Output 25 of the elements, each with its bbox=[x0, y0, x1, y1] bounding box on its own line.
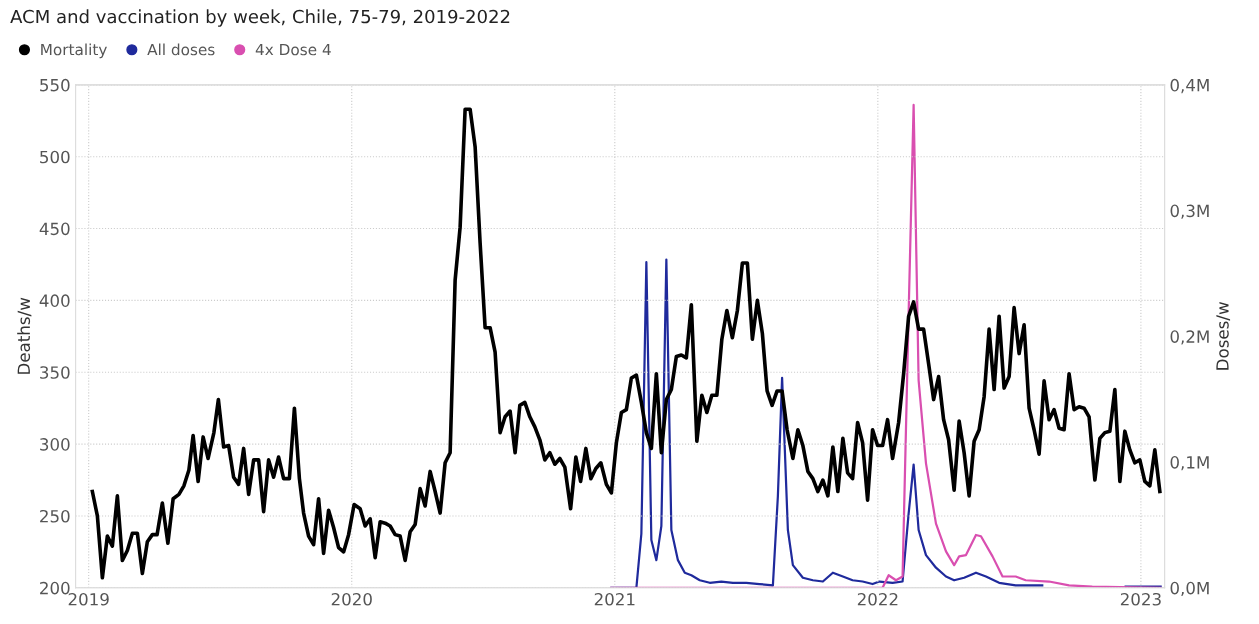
y2-tick-label: 0,2M bbox=[1170, 330, 1209, 345]
y2-tick-label: 0,0M bbox=[1170, 581, 1209, 597]
y-axis-title: Deaths/w bbox=[17, 297, 32, 374]
legend-label: 4x Dose 4 bbox=[255, 43, 331, 56]
y2-tick-label: 0,1M bbox=[1170, 456, 1209, 471]
line-series bbox=[90, 107, 1162, 580]
x-tick-label: 2021 bbox=[594, 592, 635, 606]
x-tick-label: 2023 bbox=[1120, 592, 1161, 606]
y-tick-label: 350 bbox=[40, 366, 70, 379]
x-tick-label: 2020 bbox=[331, 592, 372, 606]
legend-label: All doses bbox=[147, 43, 215, 56]
y2-tick-label: 0,3M bbox=[1170, 204, 1209, 219]
y-tick-label: 200 bbox=[40, 581, 70, 595]
chart-title: ACM and vaccination by week, Chile, 75-79, 2019-2022 bbox=[10, 9, 510, 27]
x-tick-label: 2019 bbox=[68, 592, 109, 606]
x-tick-label: 2022 bbox=[857, 592, 898, 606]
y-tick-label: 400 bbox=[39, 294, 70, 307]
y-tick-label: 250 bbox=[40, 509, 70, 523]
y-tick-label: 550 bbox=[40, 78, 70, 92]
y2-tick-label: 0,4M bbox=[1170, 78, 1209, 94]
legend-label: Mortality bbox=[41, 43, 107, 59]
y-tick-label: 450 bbox=[39, 222, 70, 236]
y-tick-label: 300 bbox=[40, 438, 70, 451]
y2-axis-title: Doses/w bbox=[1216, 302, 1231, 370]
y-tick-label: 500 bbox=[40, 150, 70, 164]
